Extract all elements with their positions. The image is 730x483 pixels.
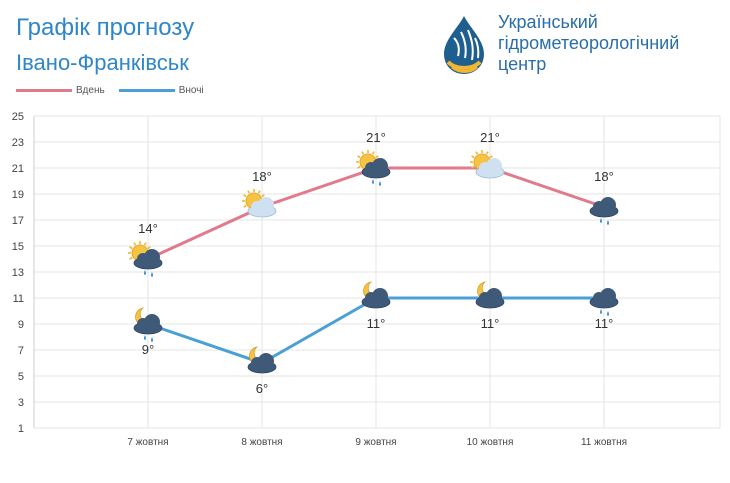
- y-tick-label: 11: [13, 293, 24, 305]
- cloud-rain-icon: [589, 288, 619, 316]
- page-title: Графік прогнозу: [16, 14, 195, 41]
- sun-cloud-icon: [470, 150, 505, 179]
- y-tick-label: 21: [12, 163, 24, 175]
- legend-item-night[interactable]: Вночі: [118, 85, 204, 96]
- y-tick-label: 17: [12, 215, 24, 227]
- legend-swatch-night: [118, 89, 175, 92]
- y-tick-label: 5: [18, 371, 24, 383]
- data-label: 6°: [256, 381, 268, 396]
- data-label: 14°: [138, 221, 158, 236]
- x-tick-label: 9 жовтня: [355, 437, 396, 448]
- legend: Вдень Вночі: [16, 85, 218, 96]
- moon-cloud-icon: [475, 281, 505, 309]
- sun-cloud-rain-icon: [356, 150, 391, 186]
- org-line2: гідрометеорологічний: [498, 33, 680, 53]
- ukrhydromet-logo-icon: [444, 16, 484, 74]
- x-tick-label: 8 жовтня: [241, 437, 282, 448]
- cloud-rain-icon: [589, 197, 619, 225]
- y-tick-label: 1: [18, 423, 24, 435]
- moon-cloud-icon: [247, 346, 277, 374]
- legend-item-day[interactable]: Вдень: [16, 85, 105, 96]
- data-label: 18°: [594, 169, 614, 184]
- org-line1: Український: [498, 12, 598, 32]
- sun-cloud-rain-icon: [128, 241, 163, 277]
- data-label: 21°: [480, 130, 500, 145]
- moon-cloud-rain-icon: [133, 307, 163, 342]
- data-label: 11°: [481, 316, 500, 331]
- legend-label-day: Вдень: [76, 85, 105, 96]
- org-line3: центр: [498, 54, 547, 74]
- moon-cloud-icon: [361, 281, 391, 309]
- y-tick-label: 25: [12, 111, 24, 123]
- data-label: 18°: [252, 169, 272, 184]
- data-label: 11°: [367, 316, 386, 331]
- y-tick-label: 13: [12, 267, 24, 279]
- y-tick-label: 15: [12, 241, 24, 253]
- data-label: 21°: [366, 130, 386, 145]
- x-tick-label: 7 жовтня: [127, 437, 168, 448]
- x-tick-label: 11 жовтня: [581, 437, 627, 448]
- y-tick-label: 7: [18, 345, 24, 357]
- x-tick-label: 10 жовтня: [467, 437, 514, 448]
- y-tick-label: 3: [18, 397, 24, 409]
- legend-swatch-day: [16, 89, 72, 92]
- city-name: Івано-Франківськ: [16, 50, 189, 75]
- data-label: 11°: [595, 316, 614, 331]
- sun-cloud-icon: [242, 189, 277, 218]
- y-tick-label: 23: [12, 137, 24, 149]
- data-label: 9°: [142, 342, 154, 357]
- legend-label-night: Вночі: [178, 85, 204, 96]
- y-tick-label: 9: [18, 319, 24, 331]
- org-name: Український гідрометеорологічний центр: [498, 12, 679, 75]
- y-tick-label: 19: [12, 189, 24, 201]
